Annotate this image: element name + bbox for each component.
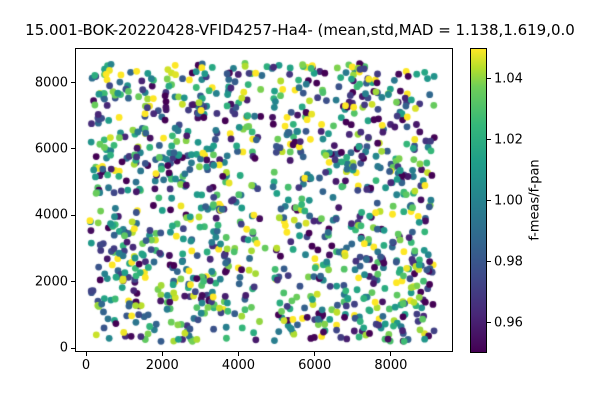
colorbar-tick-label: 0.96	[494, 315, 523, 330]
y-tick-label: 4000	[34, 207, 68, 223]
colorbar-tick-label: 1.00	[494, 193, 523, 208]
colorbar-tick-label: 1.04	[494, 71, 523, 86]
x-tick-mark	[314, 352, 316, 356]
plot-area	[75, 48, 453, 352]
x-tick-mark	[85, 352, 87, 356]
colorbar-tick-label: 1.02	[494, 132, 523, 147]
colorbar-tick-mark	[487, 322, 491, 323]
x-tick-mark	[237, 352, 239, 356]
colorbar-tick-mark	[487, 261, 491, 262]
colorbar-tick-label: 0.98	[494, 254, 523, 269]
scatter-points-canvas	[76, 49, 452, 351]
x-tick-label: 2000	[145, 358, 179, 373]
y-tick-label: 2000	[34, 274, 68, 290]
colorbar-tick-mark	[487, 139, 491, 140]
chart-title: 15.001-BOK-20220428-VFID4257-Ha4- (mean,…	[25, 21, 575, 39]
colorbar	[470, 48, 487, 353]
colorbar-axis-label: f-meas/f-pan	[527, 159, 543, 241]
colorbar-gradient	[471, 49, 486, 352]
x-tick-label: 0	[81, 358, 91, 373]
colorbar-tick-mark	[487, 200, 491, 201]
x-tick-mark	[161, 352, 163, 356]
y-tick-label: 6000	[34, 141, 68, 157]
y-tick-mark	[71, 148, 75, 150]
x-tick-mark	[390, 352, 392, 356]
y-tick-mark	[71, 214, 75, 216]
y-tick-mark	[71, 347, 75, 349]
x-tick-label: 4000	[221, 358, 256, 373]
y-tick-mark	[71, 82, 75, 83]
x-tick-label: 6000	[298, 358, 332, 373]
y-tick-mark	[71, 281, 75, 283]
x-tick-label: 8000	[374, 358, 408, 373]
y-tick-label: 8000	[34, 75, 68, 90]
y-tick-label: 0	[59, 340, 68, 356]
colorbar-tick-mark	[487, 78, 491, 79]
